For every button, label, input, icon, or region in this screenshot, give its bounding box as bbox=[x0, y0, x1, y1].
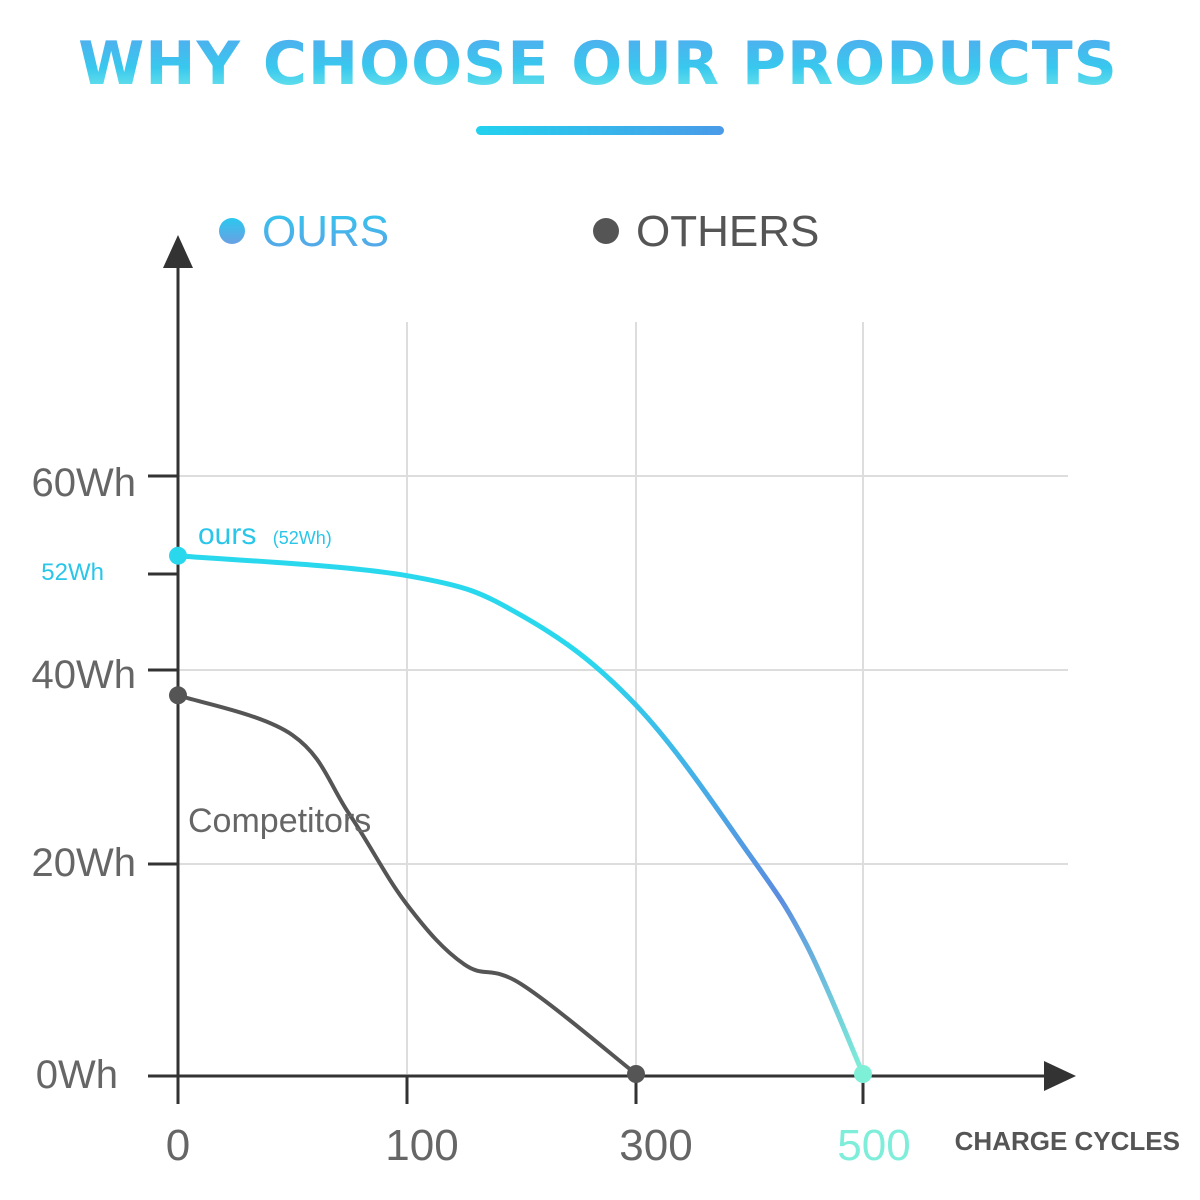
axes bbox=[148, 235, 1076, 1104]
x-tick-label-300: 300 bbox=[619, 1121, 692, 1170]
legend-dot-others bbox=[593, 218, 619, 244]
series-layer bbox=[169, 546, 872, 1083]
point-ours-start bbox=[169, 546, 187, 565]
y-tick-label-0: 0Wh bbox=[36, 1053, 118, 1097]
y-tick-label-40: 40Wh bbox=[32, 653, 137, 697]
legend-label-others: OTHERS bbox=[636, 207, 819, 256]
x-tick-label-100: 100 bbox=[385, 1121, 458, 1170]
point-ours-end bbox=[854, 1065, 872, 1083]
y-axis-arrow bbox=[163, 235, 193, 268]
series-line-others bbox=[176, 693, 638, 1076]
y-tick-label-20: 20Wh bbox=[32, 841, 137, 885]
legend-label-ours: OURS bbox=[262, 207, 389, 256]
grid bbox=[178, 322, 1068, 1074]
legend-item-ours: OURS bbox=[219, 207, 389, 256]
page-title: WHY CHOOSE OUR PRODUCTS bbox=[78, 29, 1118, 99]
annotation-competitors: Competitors bbox=[188, 802, 371, 840]
y-tick-label-60: 60Wh bbox=[32, 461, 137, 505]
point-others-start bbox=[169, 686, 187, 705]
annotation-ours-sub: (52Wh) bbox=[273, 528, 332, 548]
annotation-ours-label: ours bbox=[198, 518, 256, 551]
annotation-ours: ours (52Wh) bbox=[198, 518, 332, 551]
legend: OURS OTHERS bbox=[219, 207, 819, 256]
x-tick-label-500: 500 bbox=[837, 1121, 910, 1170]
x-axis-title: CHARGE CYCLES bbox=[955, 1126, 1180, 1156]
tick-labels: 60Wh 52Wh 40Wh 20Wh 0Wh 0 100 300 500 CH… bbox=[32, 461, 1181, 1170]
x-axis-arrow bbox=[1044, 1061, 1076, 1091]
series-line-ours bbox=[175, 553, 866, 1077]
legend-dot-ours bbox=[219, 218, 245, 244]
point-others-end bbox=[627, 1065, 645, 1083]
annotations: ours (52Wh) Competitors bbox=[188, 518, 371, 840]
title-underline bbox=[476, 126, 724, 135]
x-tick-label-0: 0 bbox=[166, 1121, 190, 1170]
legend-item-others: OTHERS bbox=[593, 207, 819, 256]
y-tick-label-52: 52Wh bbox=[41, 559, 104, 586]
